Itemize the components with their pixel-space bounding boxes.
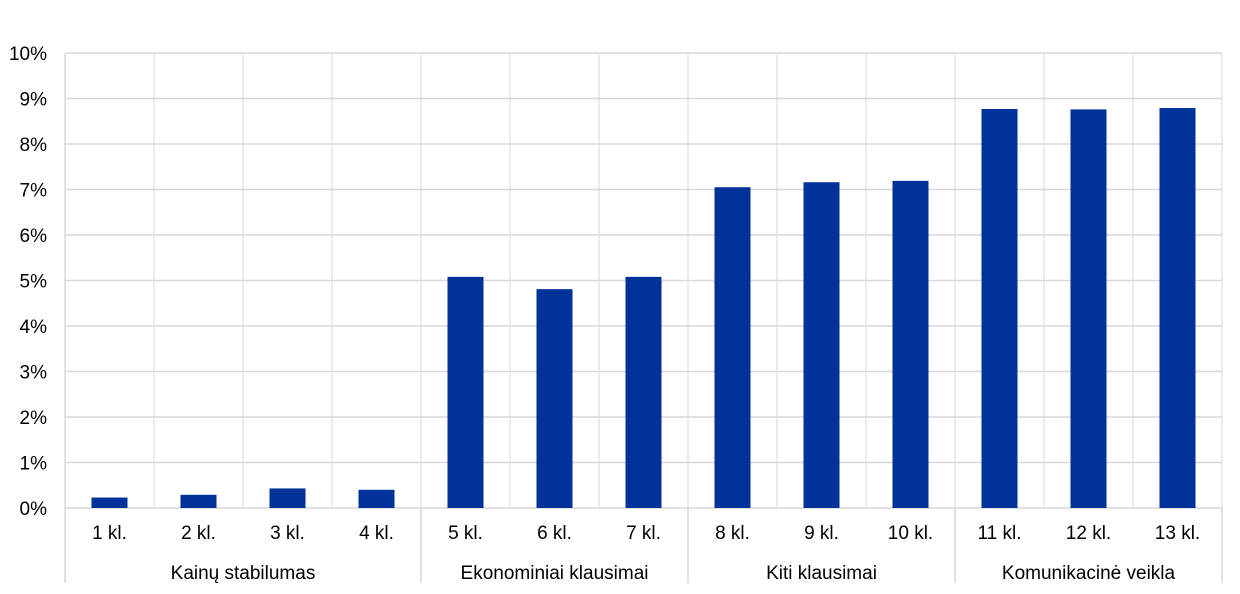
y-tick-label: 6% [20,226,48,247]
x-tick-label: 2 kl. [181,523,216,544]
bar [180,494,217,508]
x-tick-label: 1 kl. [92,523,127,544]
bar [981,108,1018,508]
group-label: Ekonominiai klausimai [461,563,649,584]
y-tick-label: 0% [20,499,48,520]
y-tick-label: 9% [20,90,48,111]
x-tick-label: 4 kl. [359,523,394,544]
x-tick-label: 10 kl. [888,523,933,544]
bar [892,180,929,509]
bar [1159,108,1196,509]
y-tick-label: 10% [9,44,47,65]
x-tick-label: 9 kl. [804,523,839,544]
group-label: Komunikacinė veikla [1002,563,1176,584]
bar [269,488,306,508]
x-tick-label: 7 kl. [626,523,661,544]
x-tick-label: 5 kl. [448,523,483,544]
x-tick-label: 12 kl. [1066,523,1111,544]
y-tick-label: 7% [20,181,48,202]
x-tick-label: 11 kl. [977,523,1021,544]
x-tick-label: 3 kl. [270,523,305,544]
y-tick-label: 8% [20,135,48,156]
bar [1070,109,1107,509]
x-tick-label: 6 kl. [537,523,572,544]
y-tick-label: 4% [20,317,48,338]
bar [91,497,128,508]
y-tick-label: 1% [20,454,48,475]
bar [447,276,484,508]
bar [625,276,662,508]
y-tick-label: 2% [20,408,48,429]
group-label: Kiti klausimai [766,563,877,584]
x-tick-label: 13 kl. [1155,523,1200,544]
group-label: Kainų stabilumas [171,563,316,584]
y-tick-label: 5% [20,272,48,293]
x-tick-label: 8 kl. [715,523,750,544]
bar [358,489,395,508]
bar [714,187,751,508]
bar [803,182,840,508]
bar [536,289,573,508]
y-tick-label: 3% [20,363,48,384]
